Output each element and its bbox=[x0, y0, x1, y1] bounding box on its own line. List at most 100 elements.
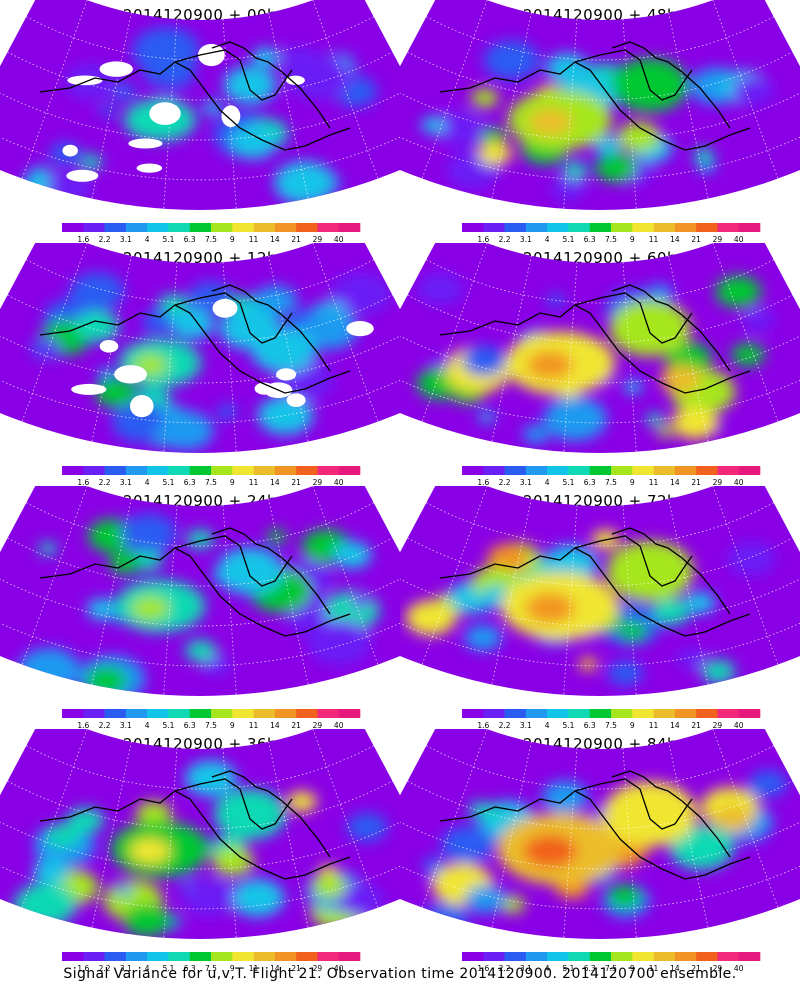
colorbar-segment bbox=[483, 223, 505, 232]
colorbar-segment bbox=[296, 952, 318, 961]
colorbar-segment bbox=[147, 952, 169, 961]
colorbar-segment bbox=[589, 223, 612, 232]
colorbar-segment bbox=[696, 466, 718, 475]
colorbar-label: 21 bbox=[691, 235, 701, 243]
colorbar-label: 4 bbox=[545, 478, 550, 486]
colorbar-segment bbox=[189, 466, 212, 475]
colorbar-segment bbox=[568, 709, 591, 718]
colorbar-label: 11 bbox=[249, 478, 259, 486]
colorbar-segment bbox=[189, 223, 212, 232]
colorbar-segment bbox=[317, 466, 340, 475]
variance-field bbox=[0, 729, 400, 939]
colorbar-label: 9 bbox=[230, 721, 235, 729]
colorbar-label: 5.1 bbox=[562, 721, 574, 729]
map-panel: 2014120900 + 00h 1.6 2.2 3.1 4 5.1 6.3 7.5 9 11 14… bbox=[0, 0, 400, 243]
colorbar-segment bbox=[274, 466, 297, 475]
colorbar-label: 29 bbox=[713, 964, 723, 972]
colorbar-label: 6.3 bbox=[584, 235, 596, 243]
colorbar-label: 3.1 bbox=[120, 235, 132, 243]
variance-field bbox=[0, 0, 400, 210]
colorbar-label: 7.5 bbox=[605, 235, 617, 243]
colorbar-label: 29 bbox=[313, 721, 323, 729]
colorbar-label: 2.2 bbox=[99, 721, 111, 729]
coastline bbox=[439, 770, 751, 880]
colorbar-segment bbox=[168, 466, 191, 475]
map-panel: 2014120900 + 24h 1.6 2.2 3.1 4 5.1 6.3 7.5 9 11 14… bbox=[0, 486, 400, 729]
colorbar-segment bbox=[83, 223, 105, 232]
colorbar-segment bbox=[504, 466, 527, 475]
map-panel: 2014120900 + 72h 1.6 2.2 3.1 4 5.1 6.3 7.5 9 11 14… bbox=[400, 486, 800, 729]
colorbar-segment bbox=[232, 223, 254, 232]
colorbar-label: 6.3 bbox=[584, 721, 596, 729]
colorbar-label: 14 bbox=[670, 721, 680, 729]
variance-field bbox=[400, 243, 800, 453]
colorbar-segment bbox=[632, 952, 654, 961]
colorbar-label: 14 bbox=[670, 964, 680, 972]
colorbar-segment bbox=[674, 223, 697, 232]
colorbar-label: 2.2 bbox=[99, 235, 111, 243]
colorbar-segment bbox=[717, 709, 740, 718]
colorbar-label: 40 bbox=[734, 235, 744, 243]
colorbar-segment bbox=[674, 952, 697, 961]
colorbar-label: 29 bbox=[713, 235, 723, 243]
coastline bbox=[439, 527, 751, 637]
colorbar-label: 3.1 bbox=[520, 964, 532, 972]
variance-field bbox=[400, 729, 800, 939]
colorbar-segment bbox=[62, 466, 84, 475]
colorbar-segment bbox=[653, 223, 676, 232]
colorbar: 1.6 2.2 3.1 4 5.1 6.3 7.5 9 11 14 21 29 40 bbox=[462, 952, 761, 972]
colorbar-segment bbox=[547, 223, 569, 232]
colorbar-segment bbox=[525, 952, 548, 961]
colorbar-label: 2.2 bbox=[499, 478, 511, 486]
colorbar-segment bbox=[189, 709, 212, 718]
coastline bbox=[439, 284, 751, 394]
colorbar-label: 9 bbox=[230, 478, 235, 486]
colorbar-label: 14 bbox=[670, 478, 680, 486]
figure-caption: Signal Variance for u,v,T. Flight 21. Ob… bbox=[63, 966, 737, 982]
colorbar-label: 9 bbox=[630, 964, 635, 972]
colorbar-label: 14 bbox=[270, 721, 280, 729]
colorbar-segment bbox=[296, 709, 318, 718]
colorbar-label: 7.5 bbox=[205, 478, 217, 486]
lat-lon-grid bbox=[0, 729, 400, 938]
colorbar: 1.6 2.2 3.1 4 5.1 6.3 7.5 9 11 14 21 29 40 bbox=[62, 466, 361, 486]
colorbar-label: 3.1 bbox=[120, 721, 132, 729]
colorbar-segment bbox=[525, 709, 548, 718]
colorbar: 1.6 2.2 3.1 4 5.1 6.3 7.5 9 11 14 21 29 40 bbox=[462, 223, 761, 243]
colorbar-label: 4 bbox=[145, 721, 150, 729]
colorbar-label: 7.5 bbox=[205, 235, 217, 243]
colorbar-segment bbox=[462, 952, 484, 961]
variance-field bbox=[400, 0, 800, 210]
colorbar-label: 29 bbox=[713, 478, 723, 486]
colorbar-label: 3.1 bbox=[120, 964, 132, 972]
lat-lon-grid bbox=[0, 0, 400, 209]
colorbar-label: 5.1 bbox=[162, 964, 174, 972]
colorbar-label: 40 bbox=[334, 478, 344, 486]
map-panel: 2014120900 + 84h 1.6 2.2 3.1 4 5.1 6.3 7.5 9 11 14… bbox=[400, 729, 800, 972]
colorbar-label: 1.6 bbox=[477, 964, 489, 972]
colorbar-segment bbox=[738, 709, 761, 718]
colorbar-segment bbox=[317, 223, 340, 232]
colorbar-label: 2.2 bbox=[499, 721, 511, 729]
colorbar-label: 3.1 bbox=[520, 721, 532, 729]
variance-map: 1.6 2.2 3.1 4 5.1 6.3 7.5 9 11 14 21 29 40 bbox=[0, 729, 400, 972]
colorbar-segment bbox=[125, 223, 148, 232]
colorbar-segment bbox=[717, 466, 740, 475]
colorbar-segment bbox=[462, 466, 484, 475]
colorbar-segment bbox=[83, 709, 105, 718]
colorbar-segment bbox=[83, 952, 105, 961]
variance-map: 1.6 2.2 3.1 4 5.1 6.3 7.5 9 11 14 21 29 40 bbox=[0, 243, 400, 486]
colorbar: 1.6 2.2 3.1 4 5.1 6.3 7.5 9 11 14 21 29 40 bbox=[462, 709, 761, 729]
variance-field bbox=[0, 486, 400, 696]
colorbar-label: 4 bbox=[545, 964, 550, 972]
variance-field bbox=[0, 243, 400, 453]
colorbar-segment bbox=[589, 466, 612, 475]
colorbar-segment bbox=[338, 466, 361, 475]
colorbar-label: 11 bbox=[649, 235, 659, 243]
colorbar-label: 4 bbox=[545, 721, 550, 729]
colorbar-segment bbox=[317, 952, 340, 961]
colorbar-label: 21 bbox=[291, 235, 301, 243]
colorbar-segment bbox=[696, 952, 718, 961]
colorbar-segment bbox=[232, 466, 254, 475]
map-panel: 2014120900 + 36h 1.6 2.2 3.1 4 5.1 6.3 7.5 9 11 14… bbox=[0, 729, 400, 972]
